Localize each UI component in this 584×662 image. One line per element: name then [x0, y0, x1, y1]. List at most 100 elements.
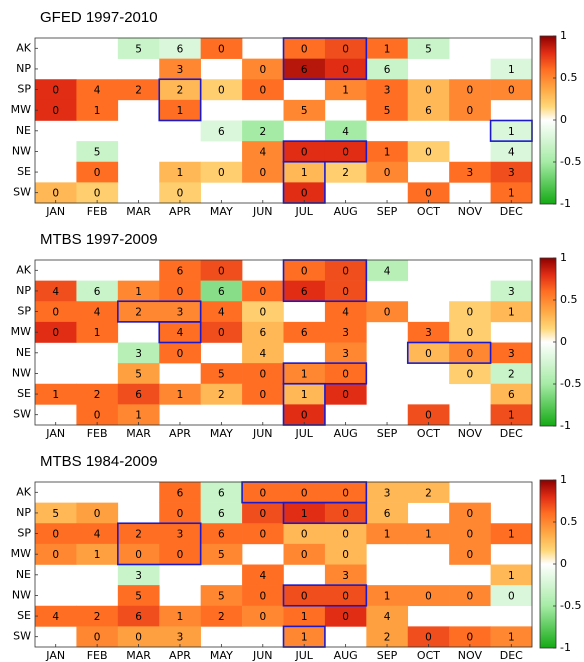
- cell-label: 0: [301, 265, 308, 277]
- cell-label: 0: [467, 348, 474, 360]
- y-tick-label: SE: [17, 609, 31, 622]
- heatmap-cell: [117, 543, 160, 565]
- cell-label: 4: [52, 286, 59, 298]
- cell-label: 0: [384, 307, 391, 319]
- heatmap-cell: [324, 321, 367, 343]
- heatmap-cell: [200, 585, 243, 607]
- cell-label: 0: [467, 590, 474, 602]
- cell-label: 4: [94, 85, 101, 97]
- heatmap-cell: [242, 321, 284, 343]
- heatmap-cell: [242, 161, 284, 183]
- cell-label: 4: [177, 327, 184, 339]
- cell-label: 4: [342, 126, 349, 138]
- heatmap-cell: [283, 383, 326, 405]
- y-tick-label: SP: [17, 83, 31, 96]
- heatmap-cell: [76, 321, 119, 343]
- cell-label: 1: [384, 43, 391, 55]
- cell-label: 3: [177, 307, 184, 319]
- cell-label: 0: [342, 549, 349, 561]
- cell-label: 1: [301, 632, 308, 644]
- heatmap-cell: [407, 38, 450, 59]
- cell-label: 0: [177, 549, 184, 561]
- cell-label: 5: [135, 43, 142, 55]
- heatmap-cell: [366, 523, 409, 545]
- x-tick-label: OCT: [417, 649, 440, 662]
- heatmap-cell: [366, 99, 409, 121]
- heatmap-cell: [324, 342, 367, 364]
- cell-label: 0: [467, 327, 474, 339]
- heatmap-cell: [324, 58, 367, 80]
- heatmap-cell: [35, 605, 77, 627]
- cell-label: 0: [259, 307, 266, 319]
- heatmap-cell: [159, 38, 201, 59]
- x-tick-label: AUG: [334, 649, 358, 662]
- y-tick-label: SP: [17, 527, 31, 540]
- cell-label: 0: [301, 188, 308, 200]
- cell-label: 1: [94, 549, 101, 561]
- heatmap-cell: [324, 141, 367, 163]
- cell-label: 1: [301, 508, 308, 520]
- heatmap-cell: [283, 321, 326, 343]
- heatmap-cell: [490, 79, 533, 101]
- heatmap-cell: [366, 626, 409, 648]
- heatmap-cell: [407, 523, 450, 545]
- cell-label: 0: [342, 265, 349, 277]
- heatmap-cell: [283, 280, 326, 302]
- heatmap-cell: [117, 342, 160, 364]
- cell-label: 0: [467, 529, 474, 541]
- heatmap-cell: [242, 342, 284, 364]
- panel-title: GFED 1997-2010: [40, 9, 158, 26]
- heatmap-cell: [35, 301, 77, 323]
- cell-label: 0: [135, 549, 142, 561]
- cell-label: 1: [508, 529, 515, 541]
- cell-label: 1: [425, 529, 432, 541]
- cell-label: 0: [342, 389, 349, 401]
- cell-label: 0: [259, 64, 266, 76]
- heatmap-cell: [117, 38, 160, 59]
- heatmap-cell: [159, 301, 201, 323]
- heatmap-cell: [324, 79, 367, 101]
- y-tick-label: NW: [12, 144, 31, 157]
- y-tick-label: SW: [13, 630, 31, 643]
- heatmap-cell: [117, 363, 160, 385]
- cell-label: 1: [177, 389, 184, 401]
- heatmap-cell: [242, 383, 284, 405]
- cell-label: 0: [425, 348, 432, 360]
- cell-label: 6: [218, 126, 225, 138]
- heatmap-cell: [366, 161, 409, 183]
- highlight-box: [282, 501, 368, 525]
- cell-label: 1: [508, 307, 515, 319]
- cell-label: 0: [177, 508, 184, 520]
- cell-label: 6: [218, 508, 225, 520]
- cell-label: 1: [177, 611, 184, 623]
- cell-label: 0: [425, 85, 432, 97]
- cell-label: 1: [301, 389, 308, 401]
- heatmap-cell: [324, 523, 367, 545]
- heatmap-cell: [283, 585, 326, 607]
- heatmap-cell: [242, 301, 284, 323]
- x-tick-label: APR: [169, 205, 191, 218]
- cell-label: 0: [52, 105, 59, 117]
- heatmap-cell: [35, 502, 77, 524]
- cell-label: 0: [342, 529, 349, 541]
- y-tick-label: NP: [16, 284, 31, 297]
- cell-label: 0: [425, 590, 432, 602]
- cell-label: 0: [467, 368, 474, 380]
- heatmap-cell: [200, 161, 243, 183]
- cell-label: 1: [301, 611, 308, 623]
- heatmap-cell: [159, 280, 201, 302]
- cell-label: 3: [508, 167, 515, 179]
- heatmap-cell: [159, 79, 201, 101]
- heatmap-cell: [324, 38, 367, 59]
- cell-label: 5: [425, 43, 432, 55]
- cell-label: 2: [259, 126, 266, 138]
- y-tick-label: SE: [17, 387, 31, 400]
- cell-label: 5: [218, 590, 225, 602]
- cell-label: 6: [384, 64, 391, 76]
- cell-label: 1: [384, 590, 391, 602]
- y-tick-label: MW: [11, 103, 31, 116]
- heatmap-cell: [76, 141, 119, 163]
- heatmap-cell: [159, 342, 201, 364]
- cell-label: 0: [301, 590, 308, 602]
- cell-label: 1: [508, 410, 515, 422]
